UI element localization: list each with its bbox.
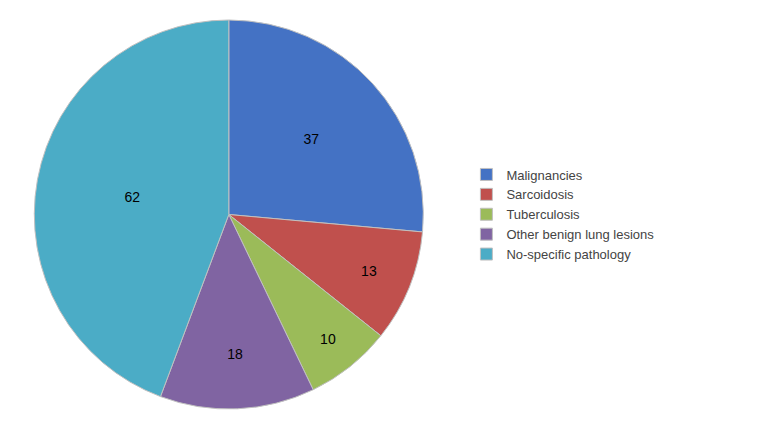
svg-text:Malignancies: Malignancies bbox=[506, 168, 582, 183]
svg-text:Tuberculosis: Tuberculosis bbox=[506, 207, 580, 222]
svg-text:13: 13 bbox=[361, 263, 377, 279]
svg-text:37: 37 bbox=[304, 131, 320, 147]
svg-text:62: 62 bbox=[124, 189, 140, 205]
svg-text:18: 18 bbox=[227, 346, 243, 362]
svg-text:Sarcoidosis: Sarcoidosis bbox=[506, 187, 574, 202]
svg-text:Other benign lung lesions: Other benign lung lesions bbox=[506, 227, 654, 242]
svg-text:10: 10 bbox=[320, 331, 336, 347]
svg-text:No-specific pathology: No-specific pathology bbox=[506, 247, 631, 262]
